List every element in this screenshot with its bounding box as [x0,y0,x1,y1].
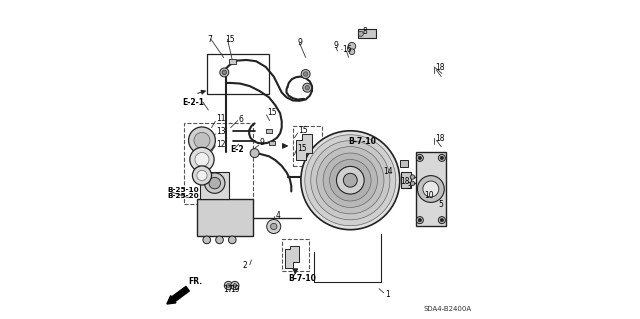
Text: 2: 2 [243,261,248,270]
Circle shape [303,83,312,92]
Circle shape [423,181,439,197]
Circle shape [344,173,357,187]
Text: 13: 13 [216,127,226,136]
Circle shape [250,149,259,158]
Circle shape [305,135,396,226]
Text: 6: 6 [239,115,244,124]
Text: 15: 15 [268,108,277,117]
Bar [197,199,253,236]
Text: 1: 1 [385,290,390,299]
Circle shape [301,70,310,78]
Circle shape [189,127,216,154]
Bar [282,239,309,271]
Circle shape [301,131,400,230]
Text: 18: 18 [435,134,444,143]
Circle shape [417,154,423,161]
Circle shape [203,236,211,244]
Bar [401,172,411,188]
Text: E-2: E-2 [230,145,244,154]
Circle shape [233,284,237,287]
Bar [400,160,408,167]
Text: 18: 18 [400,177,409,186]
Text: 15: 15 [298,126,308,135]
Text: 14: 14 [383,167,393,176]
Circle shape [410,181,415,186]
Circle shape [190,147,214,172]
Text: B-25-20: B-25-20 [167,193,198,199]
Circle shape [410,175,415,179]
Circle shape [349,49,355,55]
Circle shape [305,85,310,90]
Polygon shape [296,134,312,160]
Text: 7: 7 [208,35,212,44]
Text: B-25-10: B-25-10 [167,187,198,193]
Bar [266,129,272,133]
Circle shape [348,42,356,50]
Circle shape [440,156,444,160]
Text: 18: 18 [435,63,444,72]
Circle shape [267,219,281,234]
Circle shape [323,153,378,207]
Circle shape [209,177,220,189]
Circle shape [330,160,371,201]
Text: 9: 9 [333,41,338,50]
Bar [207,54,269,94]
Circle shape [358,31,364,36]
Circle shape [311,141,390,220]
Circle shape [220,68,228,77]
Circle shape [337,167,364,194]
FancyArrow shape [167,286,189,304]
Bar [229,59,236,64]
Text: 4: 4 [276,211,281,220]
Text: B-7-10: B-7-10 [289,274,317,283]
Text: -: - [340,47,343,52]
Circle shape [216,236,223,244]
Text: 16: 16 [342,45,352,54]
Circle shape [440,219,444,222]
Circle shape [438,154,445,161]
Circle shape [222,70,227,75]
Bar [416,152,446,226]
Text: 9: 9 [297,38,302,47]
Circle shape [419,219,422,222]
Circle shape [224,281,232,290]
Text: 3: 3 [407,182,412,191]
Circle shape [194,132,210,148]
Circle shape [193,166,212,185]
Bar [293,126,321,166]
Circle shape [195,152,209,167]
Circle shape [197,170,207,181]
Circle shape [205,173,225,193]
Text: E-2-1: E-2-1 [182,98,204,107]
Text: 11: 11 [216,114,226,122]
Text: 5: 5 [438,200,444,209]
Bar [200,172,229,199]
Text: 17: 17 [223,285,232,294]
Text: 12: 12 [216,140,226,149]
Circle shape [438,217,445,224]
Circle shape [228,236,236,244]
Circle shape [417,217,423,224]
Text: 8: 8 [362,27,367,36]
Bar [358,29,376,38]
Text: 10: 10 [424,191,434,200]
Text: 15: 15 [225,35,235,44]
Circle shape [417,176,444,203]
Text: SDA4-B2400A: SDA4-B2400A [424,306,472,312]
Circle shape [419,156,422,160]
Text: 15: 15 [297,144,307,153]
Circle shape [317,147,384,214]
Text: FR.: FR. [189,277,203,286]
Polygon shape [285,246,300,268]
Circle shape [303,72,308,76]
Text: 9: 9 [259,138,264,147]
Circle shape [227,284,230,287]
Text: B-7-10: B-7-10 [349,137,376,146]
Bar [184,123,253,204]
Text: 19: 19 [230,285,240,294]
Circle shape [230,281,239,290]
Bar [269,141,275,145]
Circle shape [271,223,277,230]
